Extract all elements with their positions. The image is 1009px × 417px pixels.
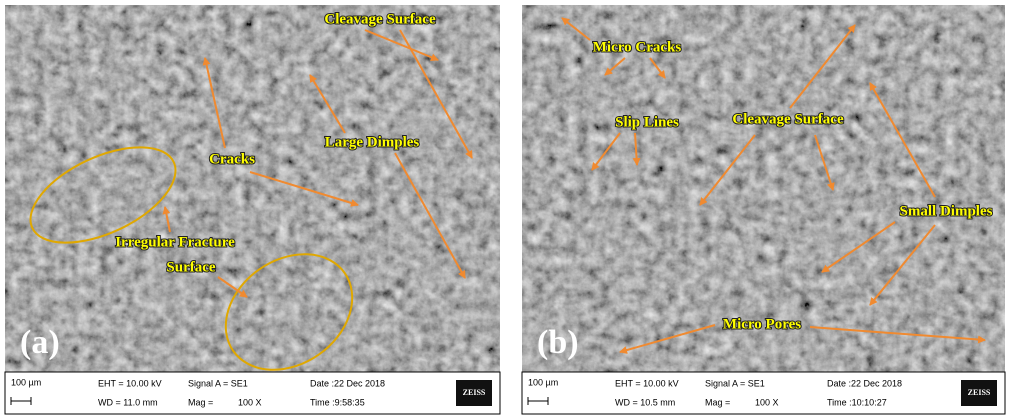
micrograph-texture [5, 5, 500, 372]
annotation: Micro Cracks [593, 39, 682, 55]
panel-label: (b) [537, 324, 579, 361]
signal: Signal A = SE1 [705, 378, 765, 388]
signal: Signal A = SE1 [188, 378, 248, 388]
scale-label: 100 µm [528, 377, 558, 387]
annotation: Cracks [209, 151, 255, 167]
mag-label: Mag = [188, 397, 213, 407]
logo-box [456, 380, 492, 406]
scale-bar [10, 397, 32, 405]
annotation: Large Dimples [325, 134, 420, 150]
annotation: Micro Pores [723, 316, 801, 332]
arrow [217, 276, 248, 298]
scale-label: 100 µm [11, 377, 41, 387]
info-bar-bg [521, 371, 1006, 415]
arrow [869, 224, 936, 306]
annotation: Cleavage Surface [732, 111, 844, 127]
annotation: Small Dimples [900, 203, 993, 219]
eht: EHT = 10.00 kV [615, 378, 679, 388]
wd: WD = 10.5 mm [615, 397, 675, 407]
date: Date :22 Dec 2018 [310, 378, 385, 388]
arrow [869, 82, 936, 198]
eht: EHT = 10.00 kV [98, 378, 162, 388]
arrow [162, 206, 171, 233]
annotation: Irregular Fracture [115, 234, 235, 250]
info-bar: 100 µm EHT = 10.00 kV WD = 11.0 mm Signal A… [4, 371, 501, 415]
arrow [814, 134, 835, 191]
scale-bar [527, 397, 549, 405]
mag: 100 X [755, 397, 779, 407]
info-bar: 100 µm EHT = 10.00 kV WD = 10.5 mm Signal A… [521, 371, 1006, 415]
arrow [632, 132, 641, 166]
logo: ZEISS [463, 388, 486, 397]
arrow [394, 152, 466, 279]
arrow [399, 29, 473, 159]
arrow [591, 132, 621, 171]
arrow [561, 17, 591, 41]
time: Time :9:58:35 [310, 397, 365, 407]
logo: ZEISS [968, 388, 991, 397]
mag: 100 X [238, 397, 262, 407]
arrow [809, 326, 986, 344]
annotation: Surface [166, 259, 215, 275]
panel-label: (a) [20, 324, 60, 361]
region-outline [224, 253, 354, 371]
date: Date :22 Dec 2018 [827, 378, 902, 388]
annotation: Slip Lines [615, 114, 679, 130]
micrograph-texture [522, 5, 1005, 372]
logo-box [961, 380, 997, 406]
arrow [699, 134, 756, 206]
arrow [649, 57, 666, 79]
time: Time :10:10:27 [827, 397, 887, 407]
mag-label: Mag = [705, 397, 730, 407]
panel: Micro Cracks Slip Lines Cleavage Surface Sm… [521, 5, 1006, 415]
arrow [789, 24, 856, 109]
arrow [604, 57, 626, 76]
annotation: Cleavage Surface [324, 11, 436, 27]
wd: WD = 11.0 mm [98, 397, 158, 407]
arrow [202, 57, 226, 149]
panel: Cleavage Surface Cracks Large Dimples Irreg… [4, 5, 501, 415]
arrow [821, 221, 896, 273]
arrow [249, 171, 359, 207]
arrow [309, 74, 346, 134]
arrow [619, 324, 716, 354]
region-outline [29, 146, 177, 244]
arrow [364, 29, 439, 62]
info-bar-bg [4, 371, 501, 415]
